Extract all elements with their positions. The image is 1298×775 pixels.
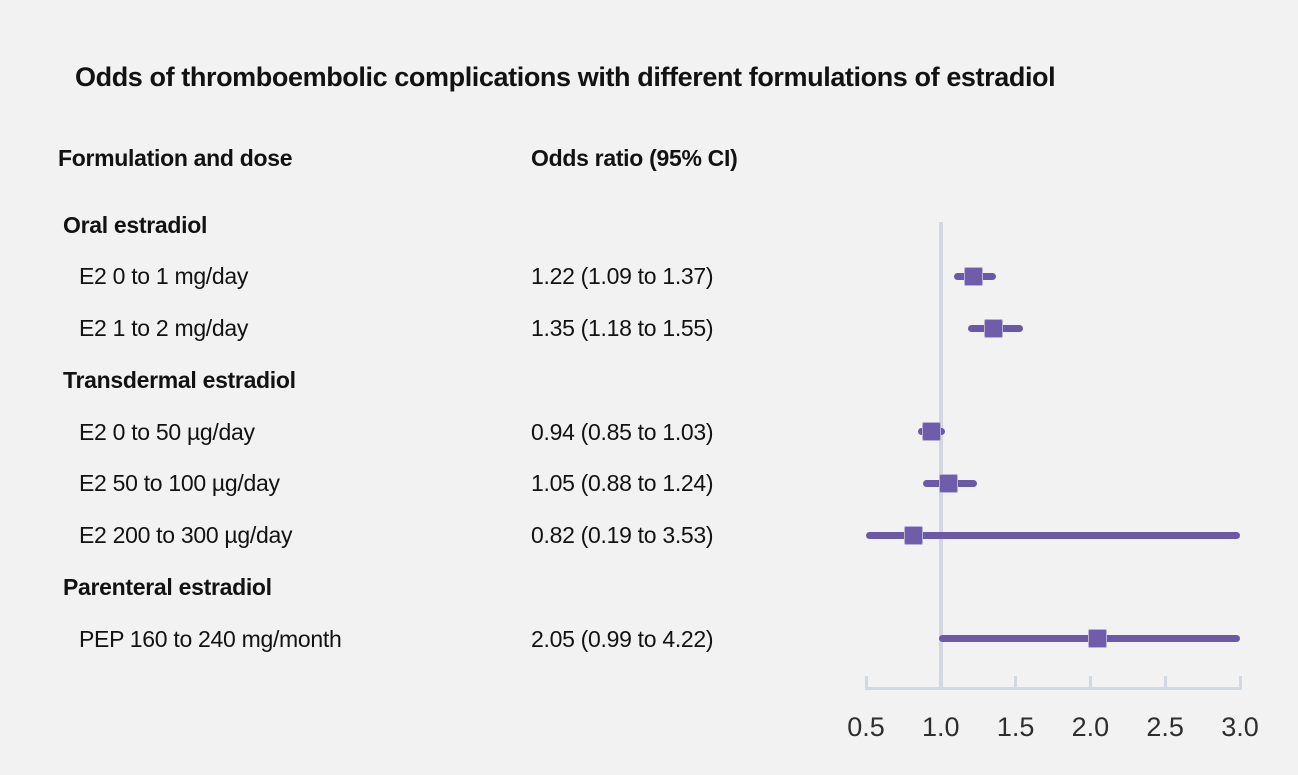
odds-ratio-value: 0.82 (0.19 to 3.53)	[531, 522, 714, 548]
x-axis-tick-label: 2.5	[1146, 712, 1184, 742]
x-axis-tick-label: 3.0	[1221, 712, 1259, 742]
x-axis-tick	[1163, 676, 1167, 687]
x-axis-tick-label: 2.0	[1071, 712, 1110, 742]
point-estimate-marker	[905, 526, 923, 544]
x-axis-tick-label: 1.0	[922, 712, 960, 742]
point-estimate-marker	[923, 423, 941, 440]
odds-ratio-value: 0.94 (0.85 to 1.03)	[531, 418, 714, 445]
x-axis-tick-label: 1.5	[996, 712, 1035, 742]
x-axis-tick	[1014, 676, 1018, 687]
odds-ratio-value: 1.22 (1.09 to 1.37)	[531, 263, 714, 290]
x-axis-tick	[939, 676, 943, 687]
confidence-interval-line	[866, 531, 1240, 539]
point-estimate-marker	[939, 474, 957, 492]
column-header-odds-ratio: Odds ratio (95% CI)	[531, 145, 738, 171]
group-label: Parenteral estradiol	[63, 573, 272, 600]
row-label: E2 0 to 1 mg/day	[79, 263, 249, 290]
x-axis-tick	[864, 676, 868, 687]
point-estimate-marker	[984, 319, 1002, 337]
row-label: E2 0 to 50 µg/day	[79, 418, 255, 445]
x-axis-tick-label: 0.5	[847, 712, 885, 742]
reference-line-1	[938, 222, 943, 687]
x-axis-tick	[1088, 676, 1092, 687]
odds-ratio-value: 1.05 (0.88 to 1.24)	[531, 470, 714, 497]
group-label: Transdermal estradiol	[63, 366, 296, 393]
column-header-formulation: Formulation and dose	[58, 145, 293, 171]
group-label: Oral estradiol	[63, 211, 208, 238]
point-estimate-marker	[965, 267, 983, 285]
x-axis-line	[864, 687, 1242, 690]
row-label: E2 200 to 300 µg/day	[79, 522, 293, 548]
row-label: E2 1 to 2 mg/day	[79, 315, 249, 341]
odds-ratio-value: 1.35 (1.18 to 1.55)	[531, 315, 714, 341]
row-label: PEP 160 to 240 mg/month	[79, 625, 342, 652]
odds-ratio-value: 2.05 (0.99 to 4.22)	[531, 625, 714, 652]
chart-title: Odds of thromboembolic complications wit…	[75, 62, 1056, 92]
x-axis-tick	[1238, 676, 1242, 687]
point-estimate-marker	[1089, 630, 1107, 647]
row-label: E2 50 to 100 µg/day	[79, 470, 280, 497]
